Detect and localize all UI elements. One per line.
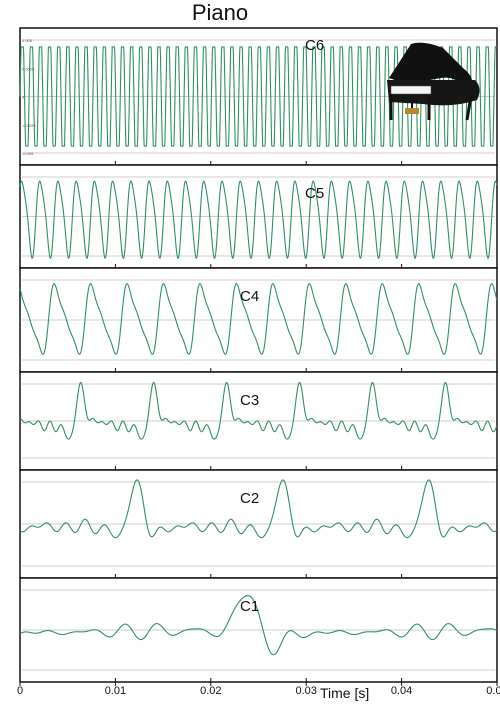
y-tick-label: 0.0025 (22, 66, 35, 71)
y-tick-label: -0.0025 (22, 123, 36, 128)
x-tick-label: 0 (17, 685, 23, 697)
y-tick-label: 0.005 (22, 38, 33, 43)
waveform-c1 (19, 595, 498, 656)
y-tick-label: 0 (22, 95, 25, 100)
waveform-c6 (19, 46, 497, 147)
note-label-c3: C3 (240, 392, 259, 409)
panel-c3: C3 (19, 371, 498, 471)
panel-c2: C2 (19, 469, 498, 579)
note-label-c2: C2 (240, 490, 259, 507)
note-label-c5: C5 (305, 185, 324, 202)
grand-piano-icon (387, 42, 480, 121)
piano-pedals (405, 108, 419, 114)
waveform-c4 (19, 283, 498, 355)
chart-title: Piano (191, 0, 249, 25)
piano-lid (389, 42, 472, 84)
note-label-c1: C1 (240, 598, 259, 615)
x-tick-label: 0.03 (295, 685, 316, 697)
x-tick-label: 0.02 (200, 685, 221, 697)
panel-c4: C4 (19, 267, 498, 373)
piano-keys (390, 85, 432, 95)
waveform-c5 (19, 180, 498, 259)
waveform-c3 (19, 381, 498, 440)
y-tick-label: -0.005 (22, 151, 34, 156)
panels: C6 0.005 0.0025 0 -0.0025 -0.005 C5 C4 C3 C2 C1 (19, 27, 498, 683)
panel-c5: C5 (19, 164, 498, 269)
waveform-c2 (19, 479, 498, 539)
x-tick-label: 0.05 (486, 685, 500, 697)
panel-c1: C1 (19, 577, 498, 683)
x-axis: 0 0.01 0.02 0.03 0.04 0.05 (17, 682, 500, 697)
note-label-c6: C6 (305, 37, 324, 54)
x-axis-label: Time [s] (320, 685, 369, 701)
note-label-c4: C4 (240, 288, 259, 305)
x-tick-label: 0.01 (105, 685, 126, 697)
x-tick-label: 0.04 (391, 685, 412, 697)
